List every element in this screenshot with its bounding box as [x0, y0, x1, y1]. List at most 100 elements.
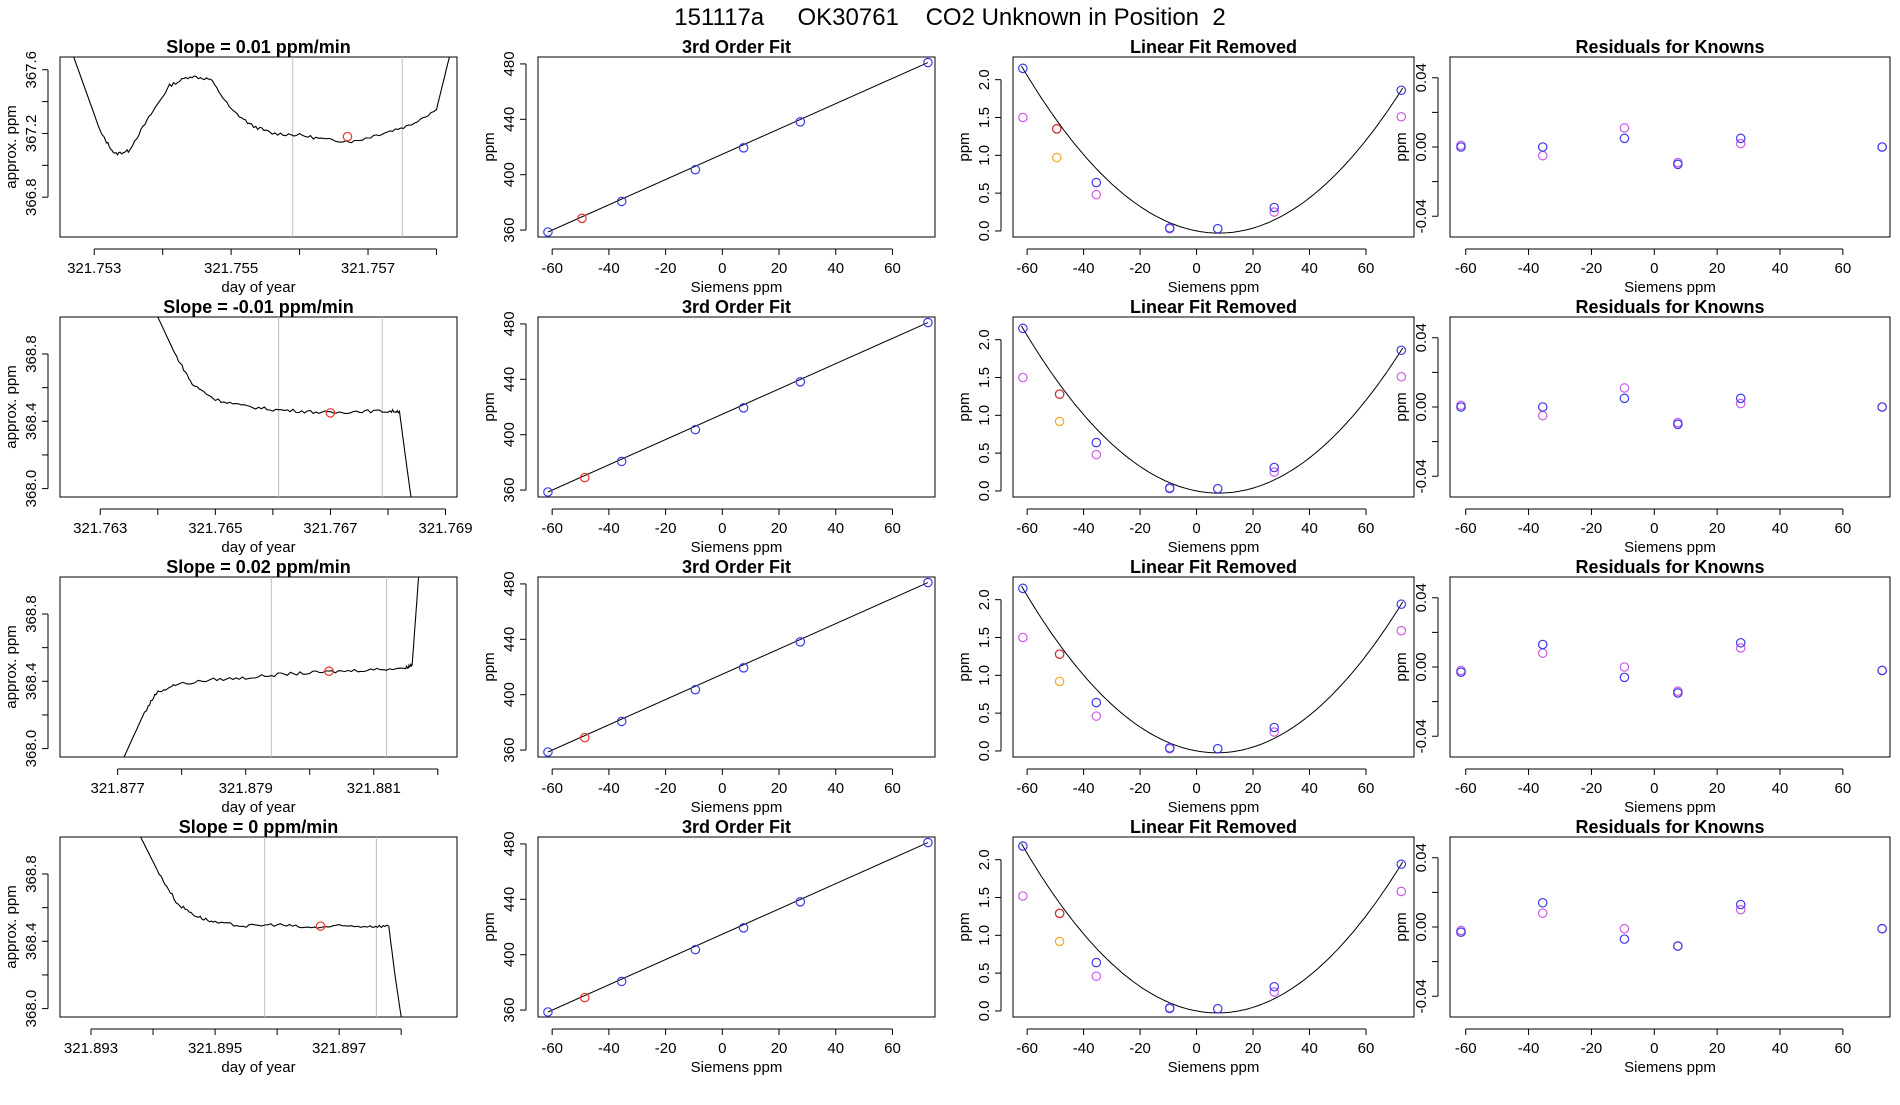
r2-fit-title: 3rd Order Fit — [682, 297, 791, 317]
r4-linfit-y-tick-label: 1.0 — [976, 925, 993, 946]
r4-linfit-x-tick-label: -20 — [1129, 1040, 1151, 1057]
r3-fit-y-axis-label: ppm — [481, 652, 498, 681]
r2-trace-sample-point — [325, 408, 336, 418]
r2-linfit-x-tick-label: 60 — [1358, 520, 1375, 537]
r4-fit-y-tick-label: 360 — [501, 998, 518, 1023]
r4-fit-unknown-point — [579, 992, 590, 1003]
r2-resid-y-tick-label: 0.04 — [1413, 323, 1430, 352]
r2-linfit-magenta-point — [1396, 371, 1407, 382]
r1-linfit-x-axis-label: Siemens ppm — [1168, 279, 1260, 296]
r1-fit-standard-point — [616, 196, 627, 207]
r4-linfit-fit-curve — [1021, 843, 1404, 1014]
r2-fit-data — [543, 317, 933, 497]
r2-resid-x-tick-label: 60 — [1835, 520, 1852, 537]
r1-fit-y-tick-label: 400 — [501, 162, 518, 187]
r2-trace-x-tick-label: 321.763 — [73, 520, 127, 537]
r2-linfit-y-tick-label: 2.0 — [976, 329, 993, 350]
r2-trace-x-axis-label: day of year — [221, 539, 295, 556]
r3-fit-x-tick-label: 20 — [771, 780, 788, 797]
r1-fit-y-axis-label: ppm — [481, 132, 498, 161]
r1-linfit-x-tick-label: 60 — [1358, 260, 1375, 277]
r3-linfit-data — [1018, 583, 1407, 754]
r4-trace-y-tick-label: 368.0 — [23, 990, 40, 1028]
r1-linfit-magenta-point — [1396, 111, 1407, 122]
r4-linfit-x-tick-label: -40 — [1073, 1040, 1095, 1057]
r2-fit-y-tick-label: 440 — [501, 367, 518, 392]
r1-resid-x-tick-label: -40 — [1518, 260, 1540, 277]
r1-resid-x-tick-label: -60 — [1455, 260, 1477, 277]
r4-resid-x-tick-label: -60 — [1455, 1040, 1477, 1057]
r1-resid-y-tick-label: 0.00 — [1413, 132, 1430, 161]
r2-linfit-x-tick-label: 0 — [1192, 520, 1200, 537]
r1-linfit-x-tick-label: -60 — [1016, 260, 1038, 277]
r1-resid-plot-frame — [1449, 56, 1891, 238]
r3-resid-data — [1456, 637, 1887, 698]
r1-linfit-blue-point — [1091, 177, 1102, 188]
r2-linfit-x-tick-label: -20 — [1129, 520, 1151, 537]
r4-resid-x-tick-label: 0 — [1650, 1040, 1658, 1057]
r2-resid-magenta-point — [1619, 383, 1630, 393]
r4-trace-x-tick-label: 321.895 — [188, 1040, 242, 1057]
r4-fit-standard-point — [738, 923, 749, 933]
r1-linfit-magenta-point — [1269, 207, 1280, 217]
r1-resid-x-axis-label: Siemens ppm — [1624, 279, 1716, 296]
r3-linfit-x-tick-label: 20 — [1245, 780, 1262, 797]
r2-resid-y-axis-label: ppm — [1393, 392, 1410, 421]
r1-linfit-magenta-point — [1091, 189, 1102, 200]
r4-resid-blue-point — [1877, 923, 1887, 934]
r2-fit-standard-point — [738, 403, 749, 413]
r2-linfit-y-axis-label: ppm — [956, 392, 973, 421]
r2-fit-y-tick-label: 360 — [501, 478, 518, 503]
r3-fit-y-tick-label: 440 — [501, 627, 518, 652]
r2-linfit-magenta-point — [1269, 467, 1280, 477]
r4-linfit-red-point — [1054, 908, 1065, 919]
r4-linfit-y-tick-label: 2.0 — [976, 849, 993, 870]
r3-trace-y-tick-label: 368.0 — [23, 730, 40, 768]
r3-fit-standard-point — [795, 636, 806, 647]
r2-fit-x-tick-label: 60 — [884, 520, 901, 537]
r4-fit-x-tick-label: 60 — [884, 1040, 901, 1057]
r2-trace-y-axis-label: approx. ppm — [3, 365, 20, 448]
r4-resid-title: Residuals for Knowns — [1575, 817, 1764, 837]
r3-trace-x-tick-label: 321.881 — [347, 780, 401, 797]
r4-resid-blue-point — [1735, 899, 1746, 910]
r3-linfit-x-tick-label: 40 — [1301, 780, 1318, 797]
r3-resid-y-tick-label: -0.04 — [1413, 719, 1430, 753]
r3-fit-x-tick-label: -20 — [655, 780, 677, 797]
r1-fit-y-tick-label: 480 — [501, 51, 518, 76]
r2-resid-blue-point — [1456, 402, 1466, 412]
r4-resid-blue-point — [1619, 934, 1630, 944]
r3-fit-standard-point — [923, 577, 933, 588]
r3-trace-plot-frame — [59, 576, 458, 758]
r3-trace-x-tick-label: 321.877 — [91, 780, 145, 797]
r3-resid-y-tick-label: 0.00 — [1413, 652, 1430, 681]
r3-resid-blue-point — [1619, 672, 1630, 683]
r2-linfit-magenta-point — [1091, 449, 1102, 460]
r1-linfit-y-tick-label: 0.0 — [976, 221, 993, 242]
r4-fit-standard-point — [923, 837, 933, 848]
r1-linfit-x-tick-label: 0 — [1192, 260, 1200, 277]
r4-fit-y-tick-label: 480 — [501, 831, 518, 856]
r2-trace-data — [157, 317, 412, 497]
r3-trace-title: Slope = 0.02 ppm/min — [166, 557, 351, 577]
r2-linfit-x-tick-label: 40 — [1301, 520, 1318, 537]
r3-linfit-red-point — [1054, 649, 1065, 659]
r4-fit-x-tick-label: -20 — [655, 1040, 677, 1057]
r3-resid-x-tick-label: -20 — [1581, 780, 1603, 797]
r4-fit-standard-point — [543, 1007, 553, 1017]
r2-trace-y-tick-label: 368.8 — [23, 335, 40, 373]
r2-resid-x-tick-label: -40 — [1518, 520, 1540, 537]
r4-resid-magenta-point — [1619, 923, 1630, 934]
r1-trace-series-line — [73, 57, 450, 156]
r1-resid-blue-point — [1456, 142, 1466, 152]
r4-linfit-data — [1018, 841, 1407, 1014]
r2-fit-x-tick-label: 0 — [718, 520, 726, 537]
r3-resid-x-tick-label: 0 — [1650, 780, 1658, 797]
r1-linfit-y-tick-label: 1.5 — [976, 107, 993, 128]
r3-linfit-x-tick-label: -20 — [1129, 780, 1151, 797]
r2-fit-x-tick-label: -60 — [541, 520, 563, 537]
r1-linfit-blue-point — [1212, 223, 1223, 234]
r1-trace-x-tick-label: 321.755 — [204, 260, 258, 277]
r2-resid-blue-point — [1619, 393, 1630, 404]
